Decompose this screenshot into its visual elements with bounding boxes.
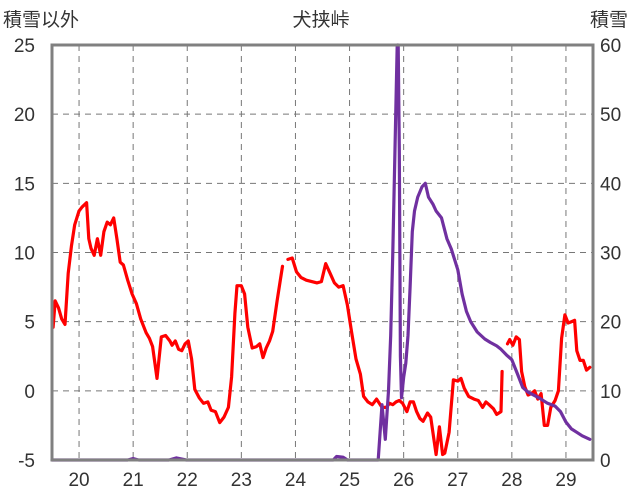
left-tick-label: 20 [14, 105, 35, 126]
series-line-1 [51, 201, 592, 457]
left-tick-label: 5 [24, 313, 35, 334]
left-tick-label: -5 [18, 451, 35, 472]
left-tick-label: 25 [14, 36, 35, 57]
right-axis-label: 積雪 [590, 9, 628, 31]
right-tick-label: 30 [600, 244, 621, 265]
left-axis-label: 積雪以外 [3, 9, 79, 31]
x-tick-label: 27 [447, 470, 468, 491]
x-tick-label: 24 [285, 470, 307, 491]
right-tick-label: 40 [600, 174, 621, 195]
x-tick-label: 23 [231, 470, 252, 491]
left-tick-label: 15 [14, 174, 35, 195]
x-tick-label: 28 [501, 470, 522, 491]
right-tick-label: 0 [600, 451, 611, 472]
x-tick-label: 22 [177, 470, 198, 491]
chart-title: 犬挟峠 [292, 9, 349, 31]
plot-frame [50, 43, 595, 462]
left-tick-label: 0 [24, 382, 35, 403]
right-tick-label: 60 [600, 36, 621, 57]
x-tick-label: 25 [339, 470, 360, 491]
right-tick-label: 10 [600, 382, 621, 403]
x-tick-label: 20 [68, 470, 89, 491]
grid [52, 45, 593, 460]
left-tick-label: 10 [14, 244, 35, 265]
x-tick-label: 26 [393, 470, 414, 491]
x-tick-label: 29 [555, 470, 576, 491]
x-tick-label: 21 [123, 470, 144, 491]
right-tick-label: 50 [600, 105, 621, 126]
right-tick-label: 20 [600, 313, 621, 334]
